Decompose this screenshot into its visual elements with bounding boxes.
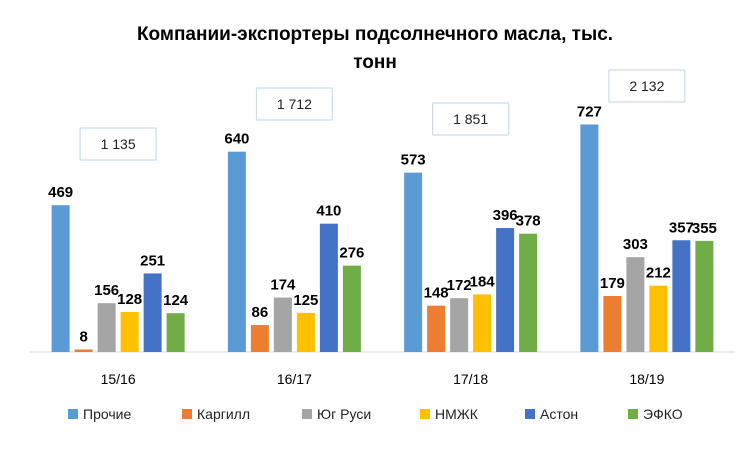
- data-label: 357: [669, 219, 694, 236]
- legend-swatch: [68, 409, 78, 419]
- total-label: 2 132: [629, 78, 664, 94]
- bar: [672, 240, 691, 352]
- bar: [319, 223, 338, 352]
- bar: [143, 273, 162, 352]
- data-label: 86: [252, 304, 269, 321]
- bar: [695, 240, 714, 352]
- data-label: 410: [316, 203, 341, 220]
- legend-label: НМЖК: [435, 406, 479, 422]
- legend: Прочие Каргилл Юг Руси НМЖК Астон ЭФКО: [68, 406, 683, 422]
- x-tick-label: 16/17: [277, 371, 312, 387]
- legend-label: Астон: [540, 406, 578, 422]
- legend-swatch: [525, 409, 535, 419]
- data-label: 251: [140, 252, 165, 269]
- data-label: 179: [600, 275, 625, 292]
- data-label: 396: [493, 207, 518, 224]
- data-label: 378: [516, 213, 541, 230]
- x-tick-label: 15/16: [101, 371, 136, 387]
- bar: [250, 325, 269, 352]
- total-label: 1 851: [453, 111, 488, 127]
- data-label: 303: [623, 236, 648, 253]
- legend-label: Прочие: [83, 406, 131, 422]
- total-box: [432, 102, 510, 136]
- data-label: 640: [224, 131, 249, 148]
- bar: [273, 297, 292, 352]
- bar: [626, 257, 645, 352]
- chart-title-line-1: Компании-экспортеры подсолнечного масла,…: [137, 24, 613, 45]
- legend-swatch: [182, 409, 192, 419]
- bar: [166, 313, 185, 352]
- bar: [519, 233, 538, 352]
- bar: [404, 172, 423, 352]
- chart-title-line-2: тонн: [353, 52, 397, 73]
- bar: [120, 311, 139, 352]
- bar: [450, 298, 469, 352]
- bar: [296, 312, 315, 352]
- total-box: [79, 127, 157, 161]
- legend-swatch: [628, 409, 638, 419]
- total-box: [608, 69, 686, 103]
- bar: [51, 205, 70, 352]
- x-tick-label: 17/18: [453, 371, 488, 387]
- data-label: 8: [79, 328, 87, 345]
- bar: [227, 151, 246, 352]
- legend-label: Каргилл: [197, 406, 250, 422]
- bar: [580, 124, 599, 352]
- data-label: 212: [646, 265, 671, 282]
- legend-swatch: [420, 409, 430, 419]
- data-label: 148: [424, 285, 449, 302]
- data-label: 172: [447, 277, 472, 294]
- x-tick-label: 18/19: [629, 371, 664, 387]
- data-label: 128: [117, 291, 142, 308]
- total-label: 1 135: [101, 136, 136, 152]
- bar: [603, 295, 622, 352]
- legend-swatch: [302, 409, 312, 419]
- data-label: 124: [163, 292, 189, 309]
- bar: [74, 349, 93, 352]
- legend-label: Юг Руси: [317, 406, 371, 422]
- total-label: 1 712: [277, 96, 312, 112]
- data-label: 573: [401, 152, 426, 169]
- bar: [649, 285, 668, 352]
- data-label: 469: [48, 184, 73, 201]
- legend-label: ЭФКО: [643, 406, 683, 422]
- data-label: 174: [270, 277, 296, 294]
- data-label: 355: [692, 220, 717, 237]
- bar: [97, 303, 116, 352]
- data-label: 727: [577, 103, 602, 120]
- bar: [427, 305, 446, 352]
- total-box: [255, 87, 333, 121]
- data-label: 276: [339, 245, 364, 262]
- bar: [473, 294, 492, 352]
- data-label: 156: [94, 282, 119, 299]
- bar: [342, 265, 361, 352]
- data-label: 184: [470, 273, 496, 290]
- data-label: 125: [293, 292, 318, 309]
- bar: [496, 228, 515, 352]
